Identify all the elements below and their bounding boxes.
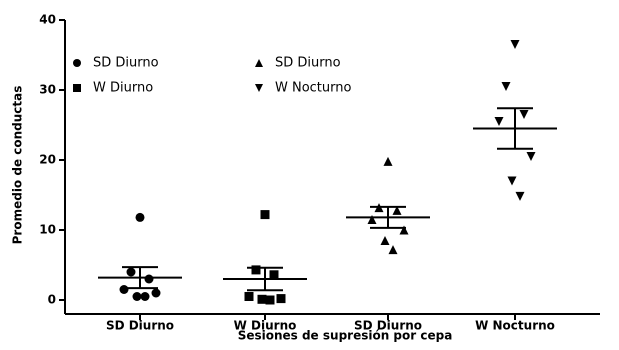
data-point: [260, 210, 270, 220]
data-point: [126, 267, 136, 277]
x-tick-label: W Diurno: [234, 319, 297, 333]
legend-marker: [255, 59, 263, 67]
data-point: [144, 274, 154, 284]
data-point: [510, 40, 520, 49]
data-point: [140, 292, 150, 301]
data-point: [367, 215, 377, 224]
data-point: [380, 236, 390, 245]
legend-marker: [255, 84, 263, 92]
data-point: [526, 152, 536, 161]
data-point: [135, 212, 145, 222]
x-tick-label: SD Diurno: [106, 319, 174, 333]
legend-label: W Nocturno: [275, 81, 352, 96]
data-point: [515, 191, 525, 201]
y-tick-label: 0: [48, 293, 56, 307]
data-point: [383, 156, 393, 166]
data-point: [257, 294, 267, 304]
data-point: [507, 176, 517, 186]
data-point: [265, 295, 275, 305]
x-tick-label: W Nocturno: [475, 319, 555, 333]
legend-marker: [73, 84, 81, 92]
legend-label: SD Diurno: [93, 56, 159, 71]
data-point: [519, 110, 529, 119]
data-point: [399, 225, 409, 235]
data-point: [501, 82, 511, 91]
y-axis-label: Promedio de conductas: [11, 86, 25, 245]
legend-label: W Diurno: [93, 81, 153, 96]
y-tick-label: 30: [39, 83, 56, 97]
data-point: [388, 245, 398, 255]
data-point: [276, 294, 286, 304]
data-point: [151, 288, 161, 298]
x-tick-label: SD Diurno: [354, 319, 422, 333]
data-point: [251, 265, 261, 275]
y-tick-label: 10: [39, 223, 56, 237]
y-tick-label: 20: [39, 153, 56, 167]
data-point: [494, 117, 504, 126]
y-tick-label: 40: [39, 13, 56, 27]
legend-label: SD Diurno: [275, 56, 341, 71]
data-point: [119, 285, 129, 294]
data-point: [392, 205, 402, 215]
legend-marker: [73, 59, 81, 67]
data-point: [244, 292, 254, 301]
data-point: [132, 292, 142, 301]
x-axis-label: Sesiones de supresión por cepa: [238, 329, 453, 343]
data-point: [269, 270, 279, 280]
